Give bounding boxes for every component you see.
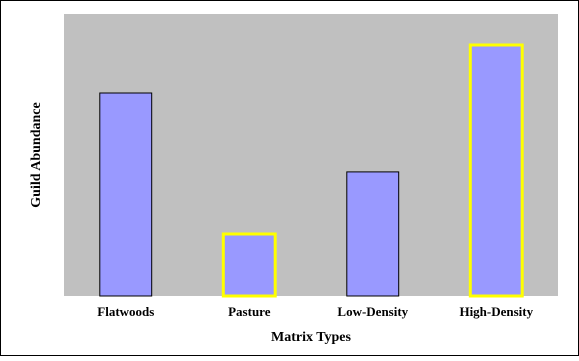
x-tick-label-pasture: Pasture	[228, 304, 271, 319]
x-tick-label-high-density: High-Density	[459, 304, 533, 319]
y-axis-label: Guild Abundance	[29, 102, 44, 207]
bar-pasture	[221, 232, 277, 298]
bars-group	[99, 43, 524, 298]
bar-high-density	[468, 43, 524, 298]
x-tick-label-flatwoods: Flatwoods	[97, 304, 154, 319]
x-axis-label: Matrix Types	[271, 330, 352, 345]
bar-flatwoods	[99, 92, 153, 297]
bar-low-density	[346, 171, 400, 297]
x-tick-labels: Flatwoods Pasture Low-Density High-Density	[97, 304, 533, 319]
x-tick-label-low-density: Low-Density	[337, 304, 408, 319]
